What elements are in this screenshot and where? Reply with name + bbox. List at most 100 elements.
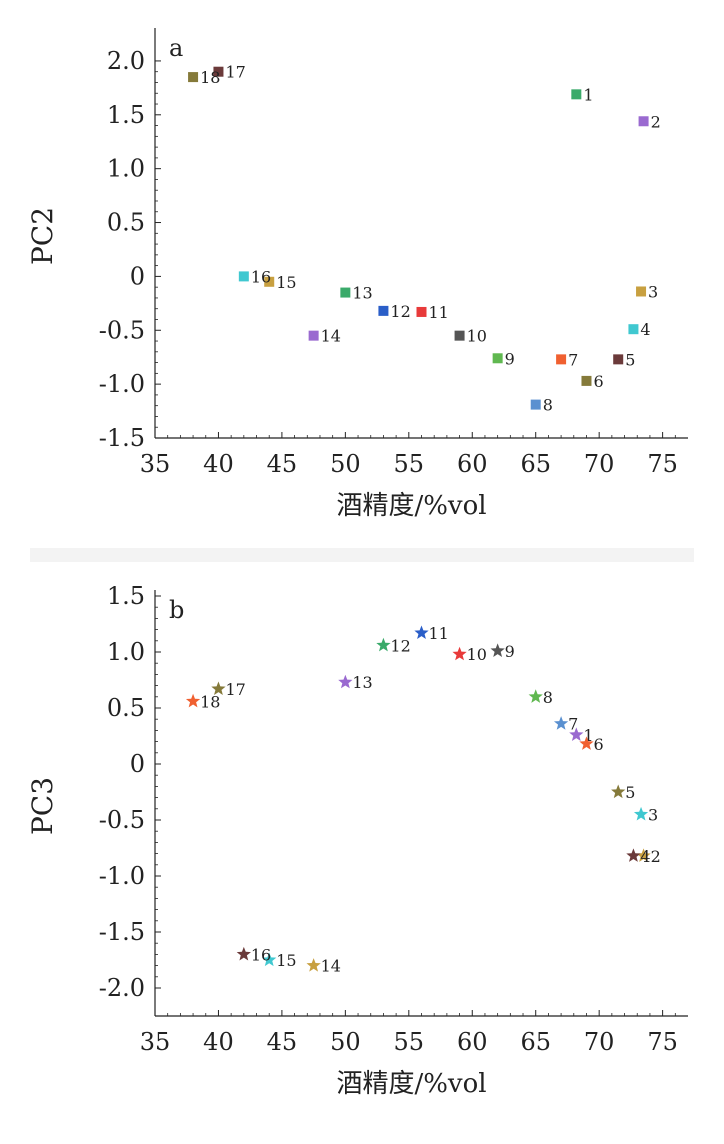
y-axis-label: PC3 <box>30 777 59 835</box>
data-point-3 <box>633 806 649 821</box>
data-point-15 <box>262 952 277 967</box>
data-point-14 <box>308 330 319 341</box>
y-tick-label: -1.0 <box>99 370 145 398</box>
data-label-6: 6 <box>593 735 603 754</box>
y-tick-label: 1.5 <box>107 582 145 610</box>
data-point-16 <box>236 946 251 961</box>
data-label-12: 12 <box>390 636 410 655</box>
x-tick-label: 75 <box>647 1028 678 1056</box>
x-axis-label: 酒精度/%vol <box>336 1069 486 1099</box>
data-label-4: 4 <box>640 320 650 339</box>
data-label-2: 2 <box>651 112 661 131</box>
data-label-14: 14 <box>321 327 341 346</box>
data-label-16: 16 <box>251 267 271 286</box>
x-tick-label: 40 <box>203 1028 234 1056</box>
y-tick-label: -0.5 <box>99 316 145 344</box>
data-point-5 <box>613 354 624 365</box>
panel-divider <box>30 548 694 562</box>
data-label-10: 10 <box>467 645 487 664</box>
x-tick-label: 60 <box>457 1028 488 1056</box>
data-label-1: 1 <box>583 85 593 104</box>
data-label-2: 2 <box>651 847 661 866</box>
y-tick-label: 0 <box>130 750 145 778</box>
y-tick-label: -1.5 <box>99 918 145 946</box>
data-label-9: 9 <box>505 349 515 368</box>
data-point-12 <box>376 637 391 652</box>
data-label-10: 10 <box>467 327 487 346</box>
scatter-chart-b: 35 40 45 50 55 60 65 70 75-2.0-1.5-1.0-0.500.51.… <box>30 582 688 1099</box>
data-point-2 <box>636 848 651 862</box>
y-tick-label: 0.5 <box>107 209 145 237</box>
data-point-16 <box>238 271 249 282</box>
x-tick-label: 70 <box>584 1028 615 1056</box>
data-point-6 <box>581 375 592 386</box>
y-tick-label: -0.5 <box>99 806 145 834</box>
panel-label: a <box>169 34 183 62</box>
data-point-10 <box>452 646 467 661</box>
data-point-10 <box>454 330 465 341</box>
data-label-13: 13 <box>352 284 372 303</box>
data-label-16: 16 <box>251 945 271 964</box>
data-label-5: 5 <box>625 783 635 802</box>
y-tick-label: -2.0 <box>99 974 145 1002</box>
data-label-3: 3 <box>648 282 658 301</box>
y-tick-label: 1.5 <box>107 101 145 129</box>
y-tick-label: 1.0 <box>107 155 145 183</box>
data-point-7 <box>553 716 569 730</box>
x-axis-label: 酒精度/%vol <box>336 491 486 521</box>
data-label-8: 8 <box>543 688 553 707</box>
data-point-9 <box>492 353 503 364</box>
data-point-4 <box>626 848 641 862</box>
x-tick-label: 50 <box>330 1028 361 1056</box>
chart-panel-b: 35 40 45 50 55 60 65 70 75 -2.0 -1.5 -1.0 -0.5 0 0.5 1.… <box>30 574 694 1099</box>
y-tick-label: -1.0 <box>99 862 145 890</box>
y-axis-label: PC2 <box>30 207 59 265</box>
x-tick-label: 35 <box>140 1028 171 1056</box>
x-tick-label: 75 <box>647 450 678 478</box>
x-tick-label: 70 <box>584 450 615 478</box>
data-label-18: 18 <box>200 68 220 87</box>
x-tick-label: 45 <box>267 450 298 478</box>
x-tick-label: 65 <box>520 1028 551 1056</box>
data-point-18 <box>185 693 201 708</box>
data-label-14: 14 <box>321 957 341 976</box>
y-tick-label: 2.0 <box>107 47 145 75</box>
data-point-9 <box>490 643 505 657</box>
data-label-11: 11 <box>429 303 449 322</box>
data-point-8 <box>530 399 541 410</box>
data-label-4: 4 <box>640 847 650 866</box>
data-label-12: 12 <box>390 302 410 321</box>
x-tick-label: 60 <box>457 450 488 478</box>
data-point-12 <box>378 305 389 316</box>
x-tick-label: 65 <box>520 450 551 478</box>
y-tick-label: -1.5 <box>99 424 145 452</box>
panel-label: b <box>169 596 184 624</box>
y-tick-label: 0 <box>130 262 145 290</box>
data-label-11: 11 <box>429 624 449 643</box>
data-point-11 <box>414 625 429 640</box>
data-label-17: 17 <box>225 680 245 699</box>
data-label-9: 9 <box>505 642 515 661</box>
data-point-6 <box>579 736 594 750</box>
y-tick-label: 0.5 <box>107 694 145 722</box>
x-tick-label: 55 <box>394 1028 425 1056</box>
data-point-1 <box>569 727 584 741</box>
data-point-14 <box>306 958 321 972</box>
data-label-3: 3 <box>648 805 658 824</box>
x-tick-label: 40 <box>203 450 234 478</box>
data-label-18: 18 <box>200 692 220 711</box>
data-label-13: 13 <box>352 673 372 692</box>
data-label-1: 1 <box>583 726 593 745</box>
x-tick-label: 35 <box>140 450 171 478</box>
data-label-15: 15 <box>276 951 296 970</box>
data-point-11 <box>416 306 427 317</box>
data-point-5 <box>611 784 626 799</box>
data-point-8 <box>528 689 543 703</box>
data-point-18 <box>188 72 199 83</box>
x-tick-label: 50 <box>330 450 361 478</box>
data-label-7: 7 <box>568 350 578 369</box>
data-point-17 <box>213 66 224 77</box>
data-point-15 <box>264 276 275 287</box>
data-label-17: 17 <box>225 63 245 82</box>
data-label-8: 8 <box>543 396 553 415</box>
